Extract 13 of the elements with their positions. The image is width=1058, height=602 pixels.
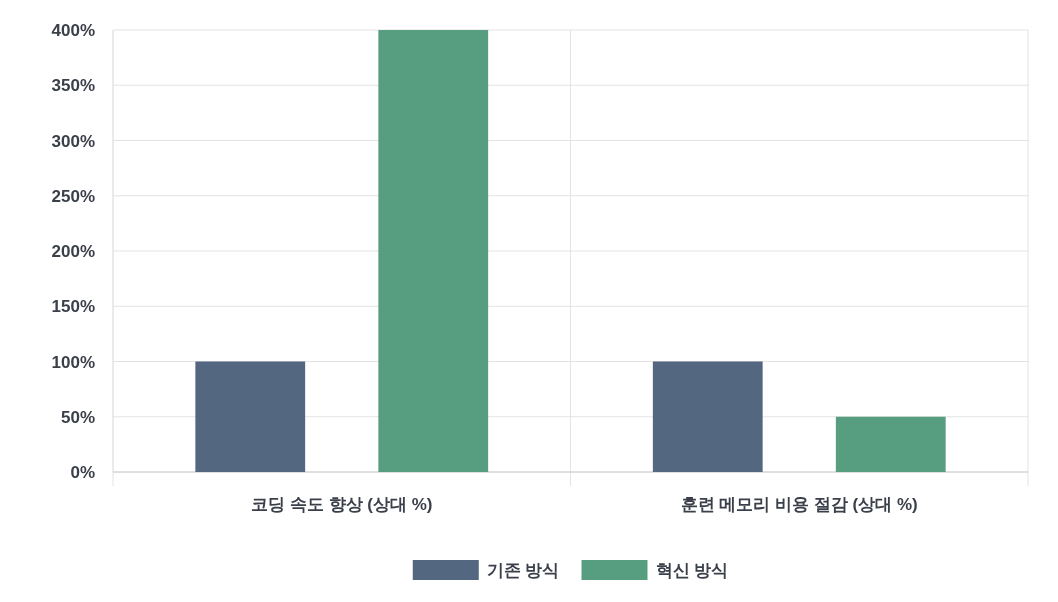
- legend-label: 기존 방식: [486, 561, 560, 580]
- x-tick-label: 훈련 메모리 비용 절감 (상대 %): [680, 495, 918, 514]
- y-tick-label: 350%: [51, 76, 95, 96]
- y-tick-label: 50%: [60, 407, 95, 427]
- x-tick-label: 코딩 속도 향상 (상대 %): [251, 495, 433, 514]
- y-tick-label: 400%: [51, 21, 95, 40]
- y-tick-label: 300%: [51, 131, 95, 151]
- y-tick-label: 200%: [51, 242, 95, 261]
- y-tick-label: 0%: [70, 463, 95, 482]
- legend-label: 혁신 방식: [655, 561, 729, 580]
- y-tick-label: 150%: [51, 297, 95, 317]
- y-tick-label: 250%: [51, 186, 95, 206]
- y-tick-label: 100%: [51, 352, 95, 372]
